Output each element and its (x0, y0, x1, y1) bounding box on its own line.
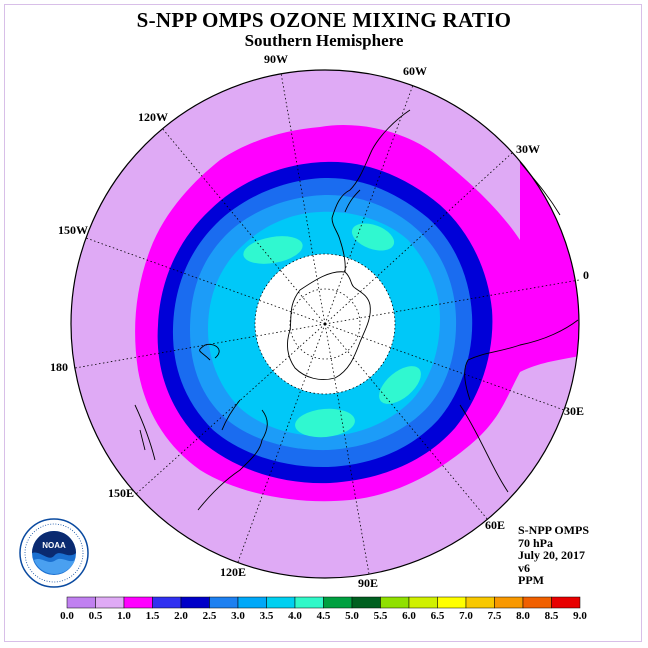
colorbar-swatch (465, 596, 495, 609)
south-pole-dot (323, 322, 327, 326)
latitude-circle-outer (254, 253, 396, 395)
colorbar-swatch (66, 596, 96, 609)
lon-label-120e: 120E (220, 565, 247, 579)
coastlines (134, 109, 579, 511)
colorbar-tick-label: 3.0 (231, 610, 245, 622)
colorbar-tick-label: 0.5 (89, 610, 103, 622)
lon-label-60e: 60E (485, 518, 506, 532)
colorbar-tick-label: 5.5 (374, 610, 388, 622)
lon-label-90e: 90E (358, 576, 379, 590)
graticule (74, 72, 580, 575)
colorbar-tick-label: 1.5 (146, 610, 160, 622)
info-date: July 20, 2017 (518, 548, 586, 563)
ozone-field (71, 70, 579, 578)
colorbar-swatch (380, 596, 410, 609)
info-units: PPM (518, 573, 544, 588)
band-3-5-patch (379, 366, 421, 404)
colorbar-swatch (294, 596, 324, 609)
colorbar-swatch (522, 596, 552, 609)
colorbar-swatch (180, 596, 210, 609)
meridian-90w (280, 72, 326, 325)
colorbar-swatch (123, 596, 153, 609)
colorbar-swatch (266, 596, 296, 609)
colorbar-swatch (551, 596, 581, 609)
meridian-60w (324, 84, 414, 325)
colorbar: 0.0 0.5 1.0 1.5 2.0 2.5 3.0 3.5 4.0 4.5 5.0 5.5 6.0 6… (60, 596, 587, 622)
colorbar-tick-label: 1.0 (117, 610, 131, 622)
colorbar-tick-label: 5.0 (345, 610, 359, 622)
map-boundary (70, 69, 580, 579)
info-version: v6 (518, 560, 530, 575)
meridian-120w (161, 127, 326, 325)
map-subtitle: Southern Hemisphere (244, 31, 404, 50)
colorbar-swatch (152, 596, 182, 609)
colorbar-swatch (323, 596, 353, 609)
new-zealand-coast (134, 404, 156, 461)
colorbar-swatch (95, 596, 125, 609)
lon-label-30e: 30E (564, 404, 585, 418)
colorbar-swatch (237, 596, 267, 609)
colorbar-tick-label: 9.0 (573, 610, 587, 622)
band-3-5-patch (295, 408, 355, 438)
colorbar-swatch (351, 596, 381, 609)
lon-label-90w: 90W (264, 52, 288, 66)
lon-label-150e: 150E (108, 486, 135, 500)
colorbar-tick-label: 7.5 (488, 610, 502, 622)
lon-label-60w: 60W (403, 64, 427, 78)
colorbar-tick-label: 2.5 (203, 610, 217, 622)
colorbar-tick-label: 7.0 (459, 610, 473, 622)
antarctic-peninsula (331, 217, 346, 273)
map-title: S-NPP OMPS OZONE MIXING RATIO (136, 8, 512, 32)
lon-label-30w: 30W (516, 142, 540, 156)
lon-label-120w: 120W (138, 110, 168, 124)
colorbar-tick-label: 6.0 (402, 610, 416, 622)
noaa-logo-text: NOAA (42, 541, 66, 550)
colorbar-tick-label: 6.5 (431, 610, 445, 622)
info-instrument: S-NPP OMPS (518, 523, 589, 537)
madagascar-coast (459, 404, 509, 493)
lon-label-150w: 150W (58, 223, 88, 237)
info-level: 70 hPa (518, 535, 554, 550)
lon-label-180: 180 (50, 360, 68, 374)
colorbar-swatch (437, 596, 467, 609)
meridian-60e (324, 323, 489, 521)
colorbar-tick-label: 8.0 (516, 610, 530, 622)
colorbar-tick-label: 8.5 (545, 610, 559, 622)
info-block: S-NPP OMPS 70 hPa July 20, 2017 v6 PPM (518, 524, 589, 587)
colorbar-tick-label: 4.5 (317, 610, 331, 622)
colorbar-swatch (209, 596, 239, 609)
south-america-coast (331, 109, 411, 219)
latitude-circle-inner (289, 288, 361, 360)
colorbar-tick-label: 3.5 (260, 610, 274, 622)
colorbar-tick-label: 4.0 (288, 610, 302, 622)
lon-label-0: 0 (583, 268, 589, 282)
colorbar-tick-label: 2.0 (174, 610, 188, 622)
band-3-5-patch (351, 223, 395, 251)
colorbar-swatch (408, 596, 438, 609)
noaa-logo: NOAA (19, 518, 89, 588)
colorbar-swatch (494, 596, 524, 609)
antarctica-coast (287, 271, 371, 380)
colorbar-tick-label: 0.0 (60, 610, 74, 622)
meridian-0 (324, 279, 580, 325)
image-frame (4, 4, 642, 642)
